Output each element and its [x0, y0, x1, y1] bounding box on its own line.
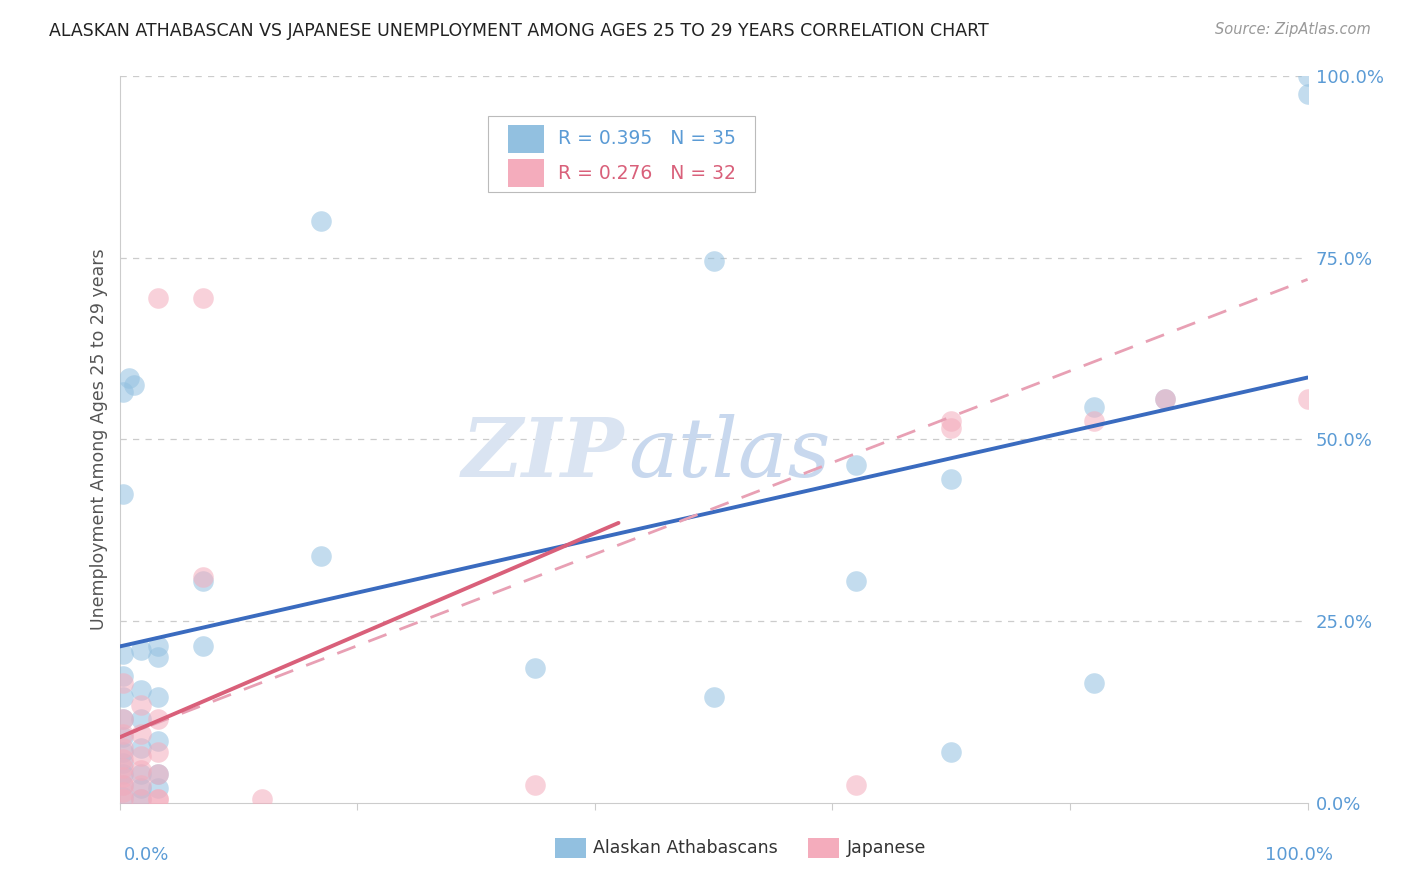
Point [129, 778, 152, 792]
Point [112, 756, 135, 770]
Text: ZIP: ZIP [461, 414, 624, 494]
Point [146, 640, 169, 654]
Text: Alaskan Athabascans: Alaskan Athabascans [593, 839, 778, 857]
Point [112, 789, 135, 804]
Point [112, 712, 135, 726]
Point [129, 781, 152, 796]
FancyBboxPatch shape [508, 125, 544, 153]
Point [112, 752, 135, 766]
Point [112, 727, 135, 741]
Point [146, 712, 169, 726]
Text: R = 0.395   N = 35: R = 0.395 N = 35 [558, 129, 735, 148]
Point [122, 377, 145, 392]
Point [146, 291, 169, 305]
Point [146, 690, 169, 705]
Point [146, 766, 169, 780]
Point [703, 254, 725, 268]
Point [129, 792, 152, 806]
Point [146, 734, 169, 748]
FancyBboxPatch shape [488, 116, 755, 192]
Point [118, 370, 141, 384]
Point [941, 472, 963, 486]
Point [191, 291, 214, 305]
Point [845, 778, 868, 792]
Point [129, 727, 152, 741]
Point [1296, 69, 1319, 83]
Text: 100.0%: 100.0% [1265, 846, 1333, 863]
Point [112, 647, 135, 661]
Point [191, 570, 214, 584]
Point [112, 778, 135, 792]
Point [146, 766, 169, 780]
Point [112, 690, 135, 705]
Point [129, 712, 152, 726]
Point [129, 643, 152, 657]
Point [845, 458, 868, 472]
Point [129, 698, 152, 712]
Y-axis label: Unemployment Among Ages 25 to 29 years: Unemployment Among Ages 25 to 29 years [90, 249, 108, 630]
Point [146, 650, 169, 665]
Text: Japanese: Japanese [846, 839, 925, 857]
Point [1154, 392, 1177, 407]
Point [941, 745, 963, 759]
Point [129, 748, 152, 763]
Point [311, 549, 333, 563]
Point [129, 683, 152, 698]
Point [845, 574, 868, 588]
Point [112, 770, 135, 784]
Point [703, 690, 725, 705]
Point [524, 778, 547, 792]
Point [1083, 400, 1105, 414]
Point [250, 792, 273, 806]
Point [112, 778, 135, 792]
Point [112, 731, 135, 745]
Point [146, 792, 169, 806]
Point [941, 421, 963, 435]
Point [1083, 414, 1105, 428]
Point [112, 766, 135, 780]
Point [129, 792, 152, 806]
Point [112, 668, 135, 682]
Point [129, 766, 152, 780]
Point [191, 574, 214, 588]
FancyBboxPatch shape [508, 160, 544, 187]
Point [112, 792, 135, 806]
Point [146, 745, 169, 759]
Point [112, 785, 135, 799]
Point [112, 487, 135, 501]
Point [112, 712, 135, 726]
Text: Source: ZipAtlas.com: Source: ZipAtlas.com [1215, 22, 1371, 37]
Point [1296, 87, 1319, 101]
Text: ALASKAN ATHABASCAN VS JAPANESE UNEMPLOYMENT AMONG AGES 25 TO 29 YEARS CORRELATIO: ALASKAN ATHABASCAN VS JAPANESE UNEMPLOYM… [49, 22, 988, 40]
Point [112, 676, 135, 690]
Point [146, 781, 169, 796]
Point [112, 741, 135, 756]
Point [129, 763, 152, 777]
Point [112, 385, 135, 400]
Point [112, 745, 135, 759]
Point [1154, 392, 1177, 407]
Point [112, 761, 135, 775]
Point [524, 661, 547, 675]
Point [191, 640, 214, 654]
Text: 0.0%: 0.0% [124, 846, 169, 863]
Point [1296, 392, 1319, 407]
Text: R = 0.276   N = 32: R = 0.276 N = 32 [558, 164, 735, 183]
Point [311, 214, 333, 228]
Text: atlas: atlas [628, 414, 831, 494]
Point [1083, 676, 1105, 690]
Point [129, 741, 152, 756]
Point [941, 414, 963, 428]
Point [146, 792, 169, 806]
